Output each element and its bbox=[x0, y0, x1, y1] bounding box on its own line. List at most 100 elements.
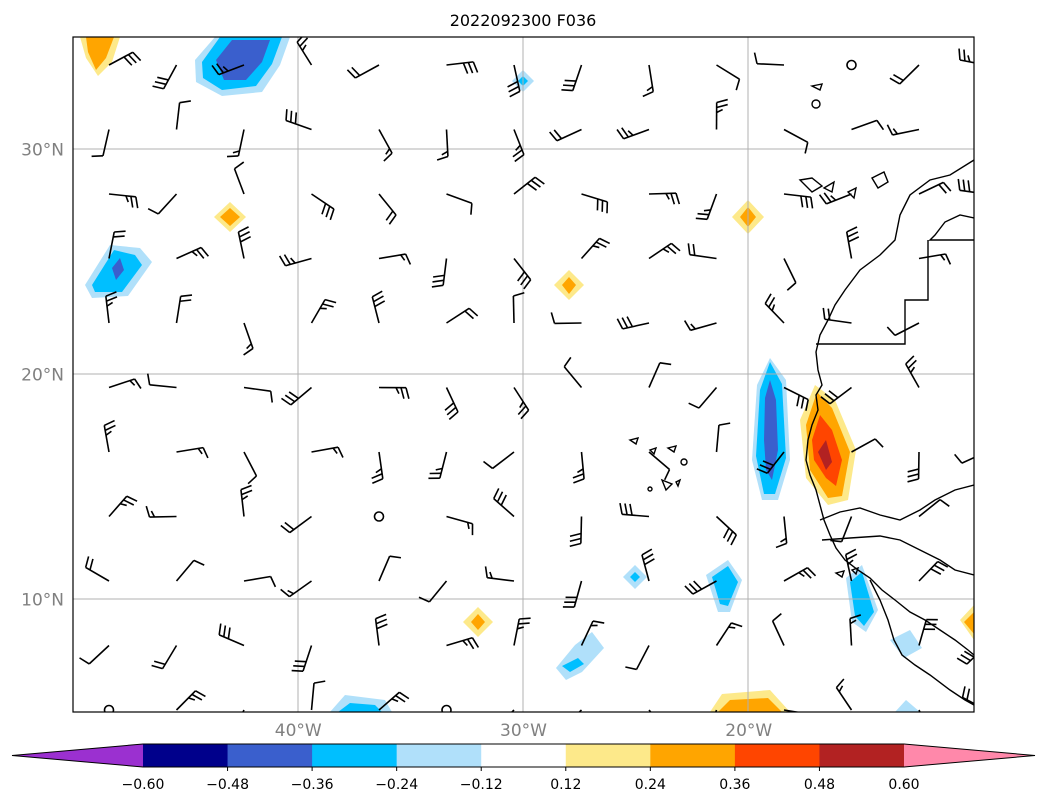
wind-barb bbox=[512, 129, 525, 163]
wind-barb bbox=[512, 291, 525, 324]
wind-barb bbox=[715, 515, 738, 546]
wind-barb bbox=[513, 258, 532, 290]
wind-barb bbox=[987, 560, 1015, 581]
colorbar-segment bbox=[396, 744, 482, 767]
wind-barb bbox=[849, 614, 862, 646]
wind-barb bbox=[243, 386, 274, 403]
wind-barb bbox=[280, 515, 312, 534]
wind-barb bbox=[987, 322, 1018, 333]
wind-barb bbox=[683, 320, 717, 332]
wind-barb bbox=[851, 438, 884, 453]
wind-barb bbox=[753, 52, 785, 66]
wind-barb bbox=[648, 192, 681, 205]
wind-barb bbox=[616, 316, 650, 330]
wind-barb bbox=[91, 129, 110, 158]
wind-barb bbox=[243, 322, 254, 356]
wind-barb bbox=[285, 109, 312, 131]
wind-barb bbox=[561, 64, 583, 92]
wind-barb bbox=[563, 356, 583, 389]
colorbar-tick-label: 0.48 bbox=[804, 777, 835, 793]
wind-barb bbox=[280, 580, 312, 598]
wind-barb bbox=[835, 678, 853, 711]
wind-barb bbox=[648, 361, 672, 388]
lon-label: 40°W bbox=[275, 721, 322, 741]
map-area bbox=[73, 37, 1019, 712]
wind-barb bbox=[513, 387, 530, 420]
wind-barb bbox=[446, 193, 473, 215]
wind-barb bbox=[507, 64, 521, 98]
wind-barb bbox=[105, 291, 118, 324]
wind-barb bbox=[243, 575, 277, 588]
colorbar-tick-label: −0.48 bbox=[206, 777, 249, 793]
wind-barb bbox=[151, 645, 178, 670]
colorbar-tick-label: 0.36 bbox=[719, 777, 750, 793]
wind-barb bbox=[378, 386, 410, 399]
wind-barb bbox=[642, 64, 655, 98]
lat-label: 10°N bbox=[21, 591, 64, 611]
wind-barb bbox=[513, 176, 545, 195]
wind-barb bbox=[641, 548, 655, 582]
wind-barb bbox=[108, 51, 142, 66]
wind-barb bbox=[280, 386, 313, 406]
wind-barb bbox=[436, 129, 449, 161]
wind-barb bbox=[378, 555, 402, 582]
wind-barb bbox=[175, 690, 206, 711]
wind-barb bbox=[243, 451, 258, 485]
wind-barb bbox=[918, 618, 938, 646]
wind-barb bbox=[715, 98, 728, 130]
wind-barb bbox=[783, 128, 809, 154]
wind-barb bbox=[818, 192, 852, 205]
wind-barb bbox=[625, 645, 650, 671]
coastline bbox=[628, 83, 974, 706]
wind-barb bbox=[446, 61, 479, 74]
wind-barb bbox=[616, 127, 650, 140]
wind-barb bbox=[446, 636, 480, 650]
wind-barb bbox=[103, 419, 116, 453]
wind-barb bbox=[905, 355, 920, 388]
wind-barb bbox=[580, 237, 611, 260]
wind-barb bbox=[987, 507, 1019, 516]
wind-barb bbox=[775, 516, 788, 549]
wind-barb bbox=[648, 242, 681, 260]
lat-label: 20°N bbox=[21, 366, 64, 386]
wind-barb bbox=[446, 307, 479, 324]
wind-barb bbox=[581, 193, 609, 214]
wind-barb bbox=[771, 613, 785, 646]
wind-barb bbox=[444, 387, 459, 420]
wind-barb bbox=[580, 620, 605, 646]
wind-barb bbox=[756, 451, 785, 475]
lat-label: 30°N bbox=[21, 141, 64, 161]
wind-barb bbox=[310, 680, 326, 711]
wind-barb bbox=[79, 644, 110, 665]
wind-barb bbox=[175, 100, 191, 130]
map-title: 2022092300 F036 bbox=[450, 11, 597, 30]
wind-barb bbox=[550, 312, 582, 325]
lon-label: 30°W bbox=[500, 721, 547, 741]
wind-barb bbox=[483, 451, 515, 470]
wind-barb bbox=[684, 580, 717, 595]
colorbar-tick-label: −0.36 bbox=[291, 777, 334, 793]
wind-barb bbox=[987, 130, 1008, 157]
wind-barb bbox=[108, 378, 142, 389]
wind-barb bbox=[918, 560, 949, 582]
wind-barb bbox=[764, 293, 785, 324]
colorbar-segment bbox=[819, 744, 905, 767]
wind-barb bbox=[346, 64, 380, 79]
wind-barb bbox=[237, 226, 251, 259]
colorbar-tick-label: −0.60 bbox=[122, 777, 165, 793]
wind-barb bbox=[715, 422, 731, 453]
wind-barb bbox=[715, 622, 743, 646]
wind-barb bbox=[374, 613, 388, 646]
wind-barb bbox=[446, 515, 474, 536]
wind-barb bbox=[513, 617, 531, 646]
wind-barb bbox=[176, 246, 209, 260]
wind-barb bbox=[783, 258, 797, 291]
longitude-labels: 40°W 30°W 20°W bbox=[275, 721, 773, 741]
wind-barb bbox=[431, 258, 448, 288]
wind-barb bbox=[648, 451, 671, 481]
wind-barb bbox=[572, 451, 585, 484]
wind-barb bbox=[886, 322, 920, 337]
wind-barb bbox=[918, 253, 952, 265]
wind-barb bbox=[311, 193, 335, 221]
wind-barb bbox=[226, 129, 245, 158]
